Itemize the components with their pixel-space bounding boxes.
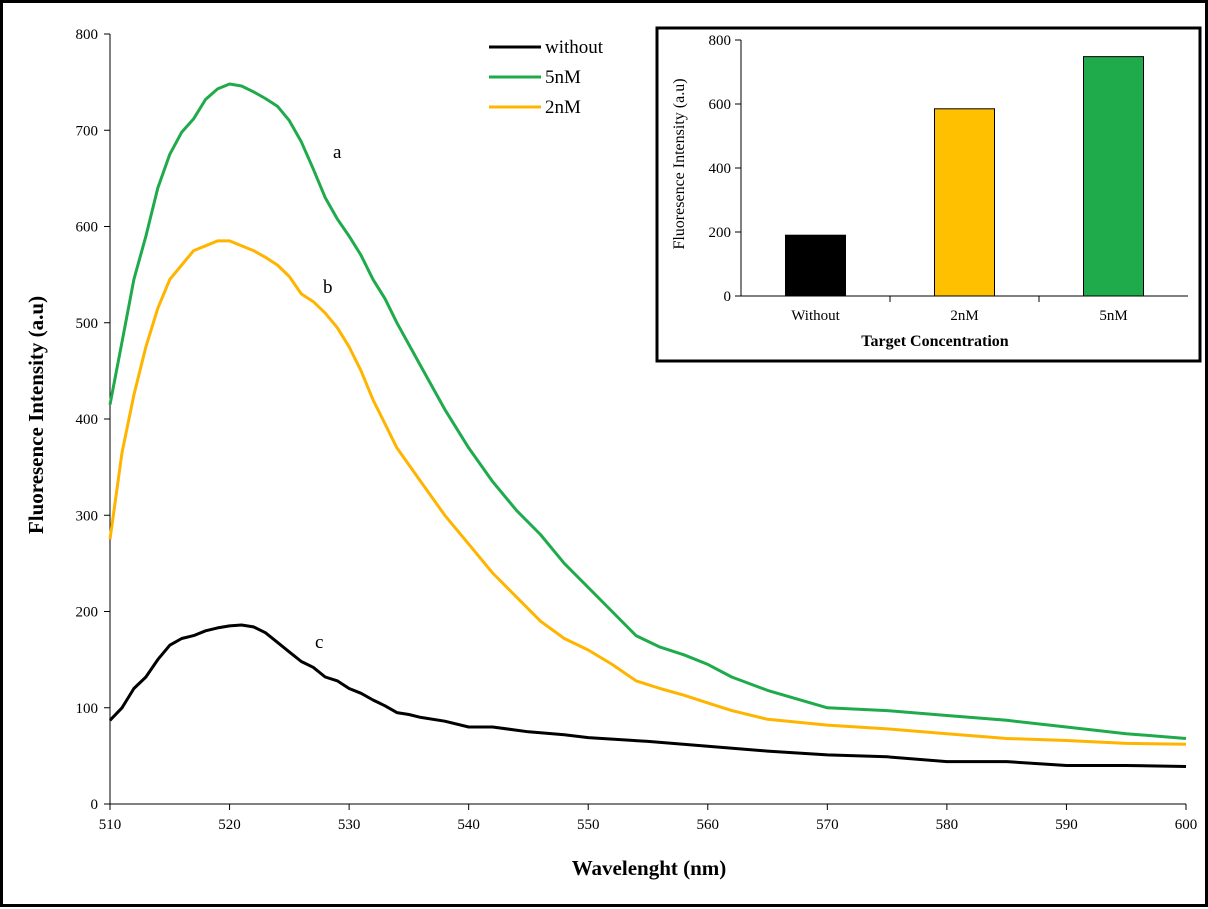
inset-chart: 0 200 400 600 800 Without 2nM 5nM Target Concen… <box>655 26 1202 363</box>
curve-label-c: c <box>315 632 323 653</box>
curve-labels: c a b <box>315 142 342 653</box>
y-tick-label: 0 <box>91 797 99 813</box>
inset-y-axis-title: Fluoresence Intensity (a.u) <box>671 78 688 249</box>
series-line-5nm <box>108 82 1187 740</box>
inset-x-tick-label: 2nM <box>950 308 978 324</box>
y-tick-label: 100 <box>76 701 99 717</box>
x-tick-label: 560 <box>697 817 720 833</box>
x-axis-title: Wavelenght (nm) <box>572 856 727 880</box>
inset-x-axis-title: Target Concentration <box>861 333 1008 350</box>
y-tick-label: 800 <box>76 27 99 43</box>
curve-label-a: a <box>333 142 342 163</box>
y-tick-label: 400 <box>76 412 99 428</box>
y-tick-label: 300 <box>76 508 99 524</box>
main-chart: 0 100 200 300 400 500 600 700 800 510 520 530 540 550… <box>24 26 1202 880</box>
inset-tick-labels: 0 200 400 600 800 Without 2nM 5nM <box>709 33 1128 324</box>
main-series-lines <box>108 82 1187 768</box>
curve-label-b: b <box>323 277 333 298</box>
inset-bar-without <box>785 234 846 297</box>
legend-label-2nm: 2nM <box>545 97 581 118</box>
x-tick-label: 540 <box>457 817 480 833</box>
legend-label-5nm: 5nM <box>545 67 581 88</box>
x-tick-label: 530 <box>338 817 361 833</box>
y-tick-label: 500 <box>76 316 99 332</box>
x-tick-label: 520 <box>218 817 241 833</box>
series-line-2nm <box>108 239 1187 746</box>
x-tick-label: 550 <box>577 817 600 833</box>
series-line-without <box>108 623 1187 768</box>
inset-bar-5nm <box>1083 56 1144 297</box>
inset-y-tick-label: 400 <box>709 161 732 177</box>
inset-x-tick-label: Without <box>791 308 840 324</box>
x-tick-label: 590 <box>1055 817 1078 833</box>
y-tick-label: 200 <box>76 605 99 621</box>
main-tick-labels: 0 100 200 300 400 500 600 700 800 510 520 530 540 550… <box>76 27 1198 833</box>
inset-bars <box>785 56 1144 297</box>
x-tick-label: 580 <box>936 817 959 833</box>
inset-y-tick-label: 600 <box>709 97 732 113</box>
y-tick-label: 600 <box>76 220 99 236</box>
inset-x-tick-label: 5nM <box>1099 308 1127 324</box>
inset-y-tick-label: 0 <box>724 289 732 305</box>
y-axis-title: Fluoresence Intensity (a.u) <box>24 296 48 534</box>
inset-y-tick-label: 800 <box>709 33 732 49</box>
x-tick-label: 600 <box>1175 817 1198 833</box>
inset-y-tick-label: 200 <box>709 225 732 241</box>
legend-label-without: without <box>545 37 604 58</box>
y-tick-label: 700 <box>76 123 99 139</box>
x-tick-label: 510 <box>99 817 122 833</box>
inset-bar-2nm <box>934 108 995 297</box>
legend: without 5nM 2nM <box>489 37 604 118</box>
x-tick-label: 570 <box>816 817 839 833</box>
main-axes <box>104 33 1187 810</box>
